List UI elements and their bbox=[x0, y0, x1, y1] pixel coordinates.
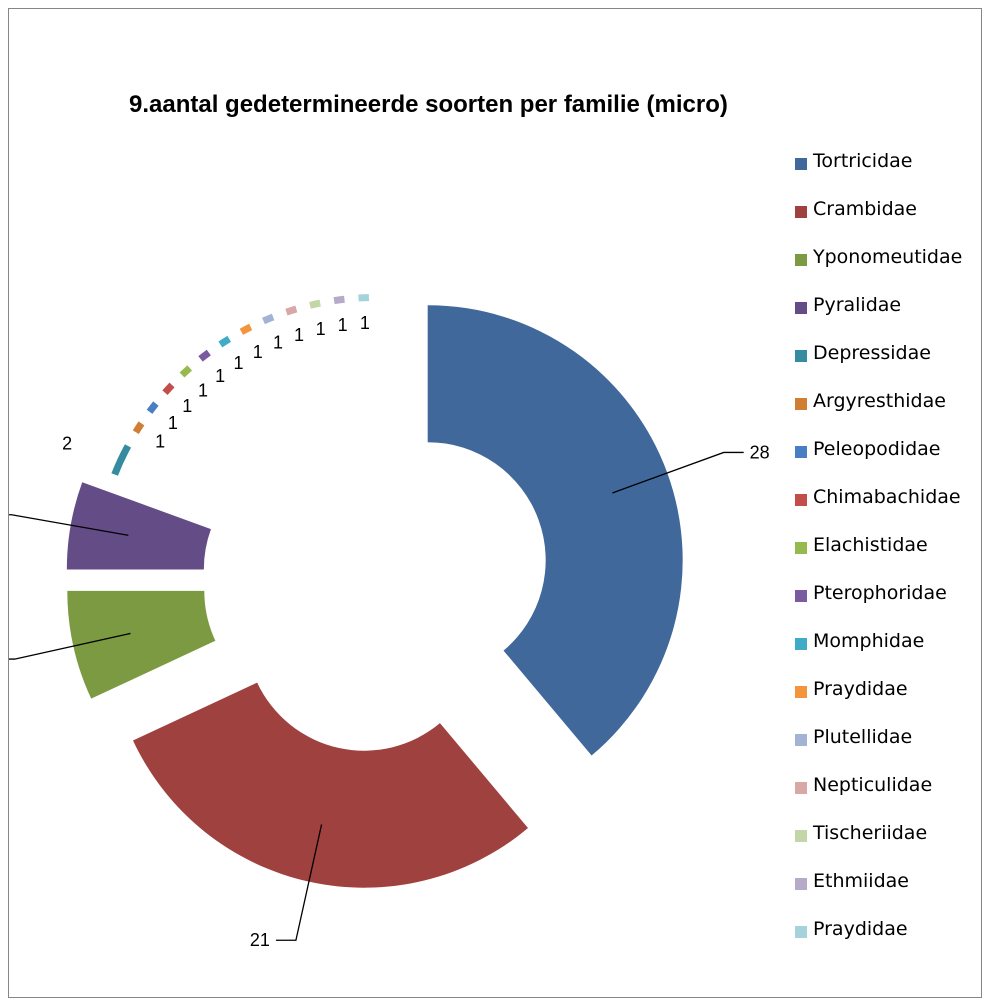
legend-entry-2: Crambidae bbox=[779, 192, 992, 240]
data-label-13: 1 bbox=[273, 332, 283, 352]
slices bbox=[66, 294, 683, 888]
legend-swatch-16 bbox=[795, 878, 807, 890]
legend-entry-13: Plutellidae bbox=[779, 720, 992, 768]
data-label-8: 1 bbox=[182, 396, 192, 416]
chart-title: 9.aantal gedetermineerde soorten per fam… bbox=[129, 91, 728, 118]
data-label-17: 1 bbox=[360, 313, 370, 333]
legend-label-8: Chimabachidae bbox=[813, 486, 961, 508]
data-label-16: 1 bbox=[338, 315, 348, 335]
legend-label-16: Ethmiidae bbox=[813, 870, 909, 892]
data-label-1: 28 bbox=[750, 442, 770, 462]
legend-entry-8: Chimabachidae bbox=[779, 480, 992, 528]
legend-entry-16: Ethmiidae bbox=[779, 864, 992, 912]
legend-entry-3: Yponomeutidae bbox=[779, 240, 992, 288]
legend-label-5: Depressidae bbox=[813, 342, 931, 364]
doughnut-chart: 2821542111111111111 bbox=[9, 294, 770, 950]
slice-7-peleopodidae bbox=[146, 401, 159, 414]
legend-entry-5: Depressidae bbox=[779, 336, 992, 384]
data-label-6: 1 bbox=[155, 431, 165, 451]
data-label-5: 2 bbox=[62, 433, 72, 453]
legend-entry-10: Pterophoridae bbox=[779, 576, 992, 624]
slice-3-yponomeutidae bbox=[67, 590, 216, 699]
data-label-2: 21 bbox=[250, 930, 270, 950]
slice-2-crambidae bbox=[132, 682, 529, 888]
legend-entry-4: Pyralidae bbox=[779, 288, 992, 336]
legend-swatch-9 bbox=[795, 542, 807, 554]
legend-swatch-2 bbox=[795, 206, 807, 218]
legend-swatch-1 bbox=[795, 158, 807, 170]
data-label-10: 1 bbox=[215, 366, 225, 386]
legend-entry-1: Tortricidae bbox=[779, 144, 992, 192]
slice-16-ethmiidae bbox=[333, 295, 345, 305]
legend-entry-9: Elachistidae bbox=[779, 528, 992, 576]
legend-label-14: Nepticulidae bbox=[813, 774, 933, 796]
legend-swatch-12 bbox=[795, 686, 807, 698]
leader-line-1 bbox=[612, 451, 744, 494]
slice-15-tischeriidae bbox=[309, 299, 321, 309]
leader-line-3 bbox=[9, 632, 131, 660]
legend-label-1: Tortricidae bbox=[813, 150, 913, 172]
legend-swatch-7 bbox=[795, 446, 807, 458]
slice-1-tortricidae bbox=[427, 305, 683, 756]
slice-11-momphidae bbox=[218, 335, 232, 348]
legend-label-17: Praydidae bbox=[813, 918, 908, 940]
slice-8-chimabachidae bbox=[162, 382, 175, 396]
slice-4-pyralidae bbox=[66, 482, 211, 570]
legend-entry-17: Praydidae bbox=[779, 912, 992, 960]
legend-entry-7: Peleopodidae bbox=[779, 432, 992, 480]
legend-label-10: Pterophoridae bbox=[813, 582, 947, 604]
leader-line-4 bbox=[9, 514, 129, 536]
data-label-12: 1 bbox=[253, 342, 263, 362]
legend-label-11: Momphidae bbox=[813, 630, 925, 652]
legend-entry-15: Tischeriidae bbox=[779, 816, 992, 864]
legend-label-4: Pyralidae bbox=[813, 294, 902, 316]
slice-13-plutellidae bbox=[262, 313, 275, 325]
slice-10-pterophoridae bbox=[198, 349, 211, 362]
slice-9-elachistidae bbox=[179, 365, 193, 378]
legend-label-3: Yponomeutidae bbox=[813, 246, 963, 268]
leader-line-2 bbox=[275, 824, 323, 941]
legend-entry-12: Praydidae bbox=[779, 672, 992, 720]
legend-swatch-17 bbox=[795, 926, 807, 938]
legend-label-7: Peleopodidae bbox=[813, 438, 941, 460]
legend-entry-6: Argyresthidae bbox=[779, 384, 992, 432]
legend-swatch-13 bbox=[795, 734, 807, 746]
slice-5-depressidae bbox=[111, 444, 132, 476]
chart-frame: 2821542111111111111 9.aantal gedetermine… bbox=[8, 8, 982, 998]
legend-label-13: Plutellidae bbox=[813, 726, 913, 748]
legend-swatch-14 bbox=[795, 782, 807, 794]
legend-swatch-6 bbox=[795, 398, 807, 410]
slice-14-nepticulidae bbox=[285, 305, 298, 316]
legend-label-12: Praydidae bbox=[813, 678, 908, 700]
legend-entry-14: Nepticulidae bbox=[779, 768, 992, 816]
data-labels: 2821542111111111111 bbox=[9, 313, 770, 950]
data-label-9: 1 bbox=[198, 380, 208, 400]
legend-label-15: Tischeriidae bbox=[813, 822, 928, 844]
legend-entry-11: Momphidae bbox=[779, 624, 992, 672]
slice-6-argyresthidae bbox=[132, 421, 145, 435]
legend-swatch-5 bbox=[795, 350, 807, 362]
data-label-7: 1 bbox=[168, 413, 178, 433]
slice-17-praydidae bbox=[358, 294, 370, 302]
legend-label-9: Elachistidae bbox=[813, 534, 928, 556]
legend-label-2: Crambidae bbox=[813, 198, 917, 220]
slice-12-praydidae bbox=[239, 323, 253, 335]
legend-swatch-10 bbox=[795, 590, 807, 602]
legend-label-6: Argyresthidae bbox=[813, 390, 946, 412]
data-label-14: 1 bbox=[294, 325, 304, 345]
data-label-11: 1 bbox=[233, 353, 243, 373]
legend: Tortricidae Crambidae Yponomeutidae Pyralid… bbox=[779, 144, 992, 960]
legend-swatch-4 bbox=[795, 302, 807, 314]
legend-swatch-3 bbox=[795, 254, 807, 266]
legend-swatch-15 bbox=[795, 830, 807, 842]
legend-swatch-11 bbox=[795, 638, 807, 650]
data-label-15: 1 bbox=[316, 319, 326, 339]
legend-swatch-8 bbox=[795, 494, 807, 506]
